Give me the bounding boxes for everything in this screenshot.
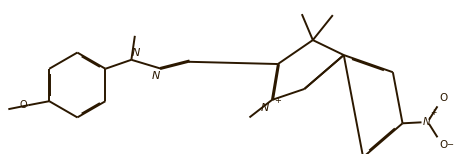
Text: −: −: [447, 140, 454, 149]
Text: +: +: [430, 108, 437, 117]
Text: N: N: [132, 48, 140, 58]
Text: N: N: [151, 71, 160, 81]
Text: O: O: [439, 93, 447, 103]
Text: O: O: [439, 140, 447, 150]
Text: +: +: [274, 96, 281, 105]
Text: N: N: [261, 103, 269, 113]
Text: N: N: [422, 117, 430, 127]
Text: O: O: [19, 100, 27, 110]
